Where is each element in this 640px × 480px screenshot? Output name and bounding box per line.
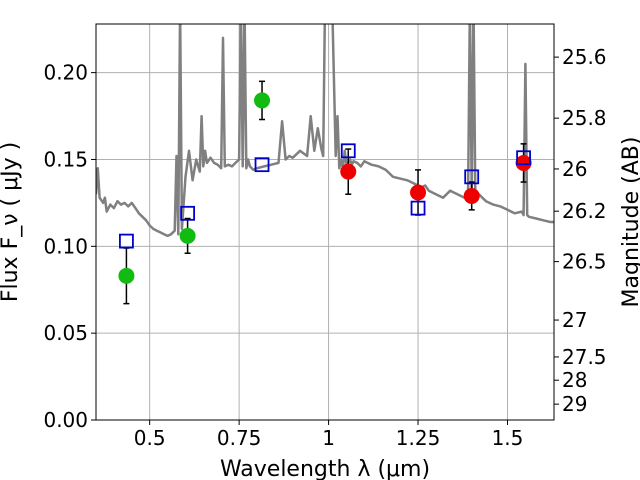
model-square [516, 150, 531, 166]
y-tick-label: 0.10 [43, 234, 88, 258]
data-point [179, 227, 196, 244]
y-tick-label: 0.00 [43, 408, 88, 432]
data-point [515, 154, 532, 171]
marker-group [118, 92, 532, 284]
y-tick-label: 0.05 [43, 321, 88, 345]
right-axis-label: Magnitude (AB) [619, 137, 640, 308]
data-point [410, 184, 427, 201]
spectrum-series [96, 24, 554, 238]
y-tick-label: 0.20 [43, 61, 88, 85]
magnitude-tick-label: 28 [562, 368, 587, 392]
plot-frame [95, 23, 555, 421]
magnitude-tick-label: 29 [562, 392, 587, 416]
magnitude-tick-label: 26.2 [562, 199, 607, 223]
model-square [410, 200, 426, 216]
model-square [254, 157, 270, 173]
x-axis-label: Wavelength λ (μm) [220, 457, 430, 480]
y-axis-ticks: 0.00 0.05 0.10 0.15 0.20 [43, 61, 96, 432]
magnitude-tick-label: 25.6 [562, 45, 607, 69]
magnitude-tick-label: 26 [562, 157, 587, 181]
magnitude-tick-label: 25.8 [562, 106, 607, 130]
x-tick-label: 1 [322, 426, 335, 450]
y-tick-label: 0.15 [43, 147, 88, 171]
model-square [464, 169, 480, 185]
magnitude-tick-label: 27.5 [562, 345, 607, 369]
data-point [340, 163, 357, 180]
x-tick-label: 1.5 [492, 426, 524, 450]
data-point [118, 267, 135, 284]
magnitude-tick-label: 26.5 [562, 250, 607, 274]
x-tick-label: 1.25 [396, 426, 441, 450]
model-square [180, 205, 196, 221]
x-tick-label: 0.75 [217, 426, 262, 450]
x-tick-label: 0.5 [134, 426, 166, 450]
data-point [254, 92, 271, 109]
magnitude-tick-label: 27 [562, 308, 587, 332]
model-square [119, 233, 134, 249]
x-axis-ticks: 0.5 0.75 1 1.25 1.5 [134, 420, 524, 450]
data-point [463, 187, 480, 204]
y-axis-label: Flux F_ν ( μJy ) [0, 142, 23, 302]
spectrum-line [96, 24, 554, 238]
model-square [340, 143, 356, 159]
